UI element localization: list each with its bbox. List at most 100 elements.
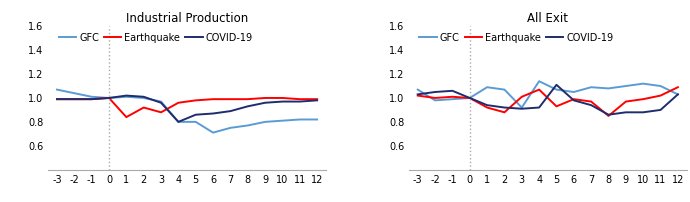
Earthquake (656, 94, 664, 97)
Line: GFC: GFC (57, 90, 317, 133)
GFC (88, 96, 96, 98)
GFC (552, 88, 560, 91)
GFC (656, 85, 664, 87)
GFC (278, 119, 286, 122)
COVID-19 (673, 93, 682, 96)
GFC (639, 82, 647, 85)
GFC (466, 97, 474, 99)
Earthquake (209, 98, 217, 100)
Earthquake (122, 116, 130, 118)
GFC (570, 91, 578, 93)
GFC (122, 96, 130, 98)
GFC (244, 124, 252, 127)
Earthquake (105, 97, 113, 99)
Earthquake (192, 99, 200, 102)
COVID-19 (295, 100, 304, 103)
COVID-19 (226, 110, 235, 112)
GFC (622, 85, 630, 87)
COVID-19 (604, 114, 613, 116)
COVID-19 (53, 98, 61, 100)
Earthquake (244, 98, 252, 100)
COVID-19 (466, 97, 474, 99)
GFC (604, 87, 613, 90)
Earthquake (518, 96, 526, 98)
Legend: GFC, Earthquake, COVID-19: GFC, Earthquake, COVID-19 (59, 33, 253, 43)
COVID-19 (518, 107, 526, 110)
Earthquake (431, 97, 440, 99)
COVID-19 (448, 90, 457, 92)
GFC (105, 97, 113, 99)
COVID-19 (175, 121, 183, 123)
Line: GFC: GFC (417, 81, 678, 107)
Earthquake (500, 111, 509, 114)
COVID-19 (500, 106, 509, 109)
COVID-19 (413, 93, 422, 96)
Earthquake (295, 98, 304, 100)
GFC (483, 86, 491, 88)
Line: Earthquake: Earthquake (417, 87, 678, 116)
COVID-19 (88, 98, 96, 100)
Legend: GFC, Earthquake, COVID-19: GFC, Earthquake, COVID-19 (420, 33, 613, 43)
GFC (673, 93, 682, 96)
Earthquake (261, 97, 269, 99)
COVID-19 (656, 109, 664, 111)
COVID-19 (278, 100, 286, 103)
GFC (157, 100, 165, 103)
Earthquake (226, 98, 235, 100)
Earthquake (673, 86, 682, 88)
COVID-19 (622, 111, 630, 114)
GFC (313, 118, 322, 121)
Title: Industrial Production: Industrial Production (126, 12, 248, 25)
Earthquake (535, 88, 543, 91)
Line: COVID-19: COVID-19 (57, 96, 317, 122)
COVID-19 (244, 105, 252, 107)
GFC (175, 121, 183, 123)
COVID-19 (535, 106, 543, 109)
GFC (70, 92, 79, 94)
Earthquake (413, 94, 422, 97)
GFC (261, 121, 269, 123)
Earthquake (587, 100, 595, 103)
COVID-19 (639, 111, 647, 114)
COVID-19 (192, 114, 200, 116)
COVID-19 (105, 97, 113, 99)
GFC (431, 99, 440, 102)
Earthquake (53, 98, 61, 100)
GFC (448, 98, 457, 100)
COVID-19 (431, 91, 440, 93)
Earthquake (552, 105, 560, 107)
Earthquake (604, 115, 613, 117)
Earthquake (466, 97, 474, 99)
COVID-19 (157, 102, 165, 104)
GFC (518, 106, 526, 109)
GFC (139, 97, 148, 99)
GFC (413, 88, 422, 91)
COVID-19 (261, 102, 269, 104)
COVID-19 (570, 99, 578, 102)
Earthquake (639, 98, 647, 100)
Title: All Exit: All Exit (527, 12, 569, 25)
COVID-19 (122, 94, 130, 97)
GFC (587, 86, 595, 88)
Line: COVID-19: COVID-19 (417, 85, 678, 115)
Earthquake (570, 98, 578, 100)
GFC (209, 132, 217, 134)
Line: Earthquake: Earthquake (57, 98, 317, 117)
COVID-19 (139, 96, 148, 98)
COVID-19 (483, 104, 491, 106)
COVID-19 (209, 112, 217, 115)
GFC (295, 118, 304, 121)
Earthquake (313, 98, 322, 100)
GFC (535, 80, 543, 82)
COVID-19 (552, 84, 560, 86)
COVID-19 (587, 104, 595, 106)
GFC (53, 88, 61, 91)
Earthquake (622, 100, 630, 103)
GFC (192, 121, 200, 123)
COVID-19 (313, 99, 322, 102)
Earthquake (175, 102, 183, 104)
Earthquake (448, 96, 457, 98)
GFC (500, 88, 509, 91)
COVID-19 (70, 98, 79, 100)
Earthquake (139, 106, 148, 109)
